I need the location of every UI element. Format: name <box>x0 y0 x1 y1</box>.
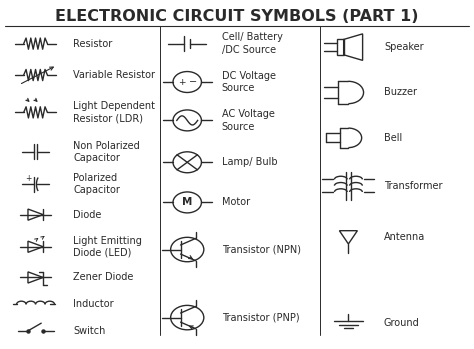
Text: Buzzer: Buzzer <box>384 88 417 97</box>
Text: Inductor: Inductor <box>73 299 114 309</box>
Text: Variable Resistor: Variable Resistor <box>73 70 155 80</box>
Text: Lamp/ Bulb: Lamp/ Bulb <box>222 157 277 167</box>
Text: Transistor (PNP): Transistor (PNP) <box>222 313 300 322</box>
Text: Switch: Switch <box>73 326 106 336</box>
Text: Light Emitting
Diode (LED): Light Emitting Diode (LED) <box>73 236 142 258</box>
Text: Ground: Ground <box>384 318 419 328</box>
Text: Motor: Motor <box>222 198 250 207</box>
Text: Transformer: Transformer <box>384 181 442 191</box>
Text: Polarized
Capacitor: Polarized Capacitor <box>73 173 120 195</box>
Text: Diode: Diode <box>73 210 102 220</box>
Text: Light Dependent
Resistor (LDR): Light Dependent Resistor (LDR) <box>73 101 155 124</box>
Text: Antenna: Antenna <box>384 232 425 242</box>
Text: Resistor: Resistor <box>73 39 113 49</box>
Text: Cell/ Battery
/DC Source: Cell/ Battery /DC Source <box>222 32 283 55</box>
Text: ELECTRONIC CIRCUIT SYMBOLS (PART 1): ELECTRONIC CIRCUIT SYMBOLS (PART 1) <box>55 9 419 24</box>
Text: +: + <box>25 174 31 183</box>
Text: −: − <box>189 77 198 87</box>
Text: Non Polarized
Capacitor: Non Polarized Capacitor <box>73 141 140 163</box>
Text: DC Voltage
Source: DC Voltage Source <box>222 71 276 93</box>
Text: M: M <box>182 198 192 207</box>
Text: +: + <box>178 77 185 87</box>
Text: Speaker: Speaker <box>384 42 424 52</box>
Text: Bell: Bell <box>384 133 402 143</box>
Text: AC Voltage
Source: AC Voltage Source <box>222 109 275 132</box>
Text: Transistor (NPN): Transistor (NPN) <box>222 245 301 254</box>
Text: Zener Diode: Zener Diode <box>73 273 134 282</box>
